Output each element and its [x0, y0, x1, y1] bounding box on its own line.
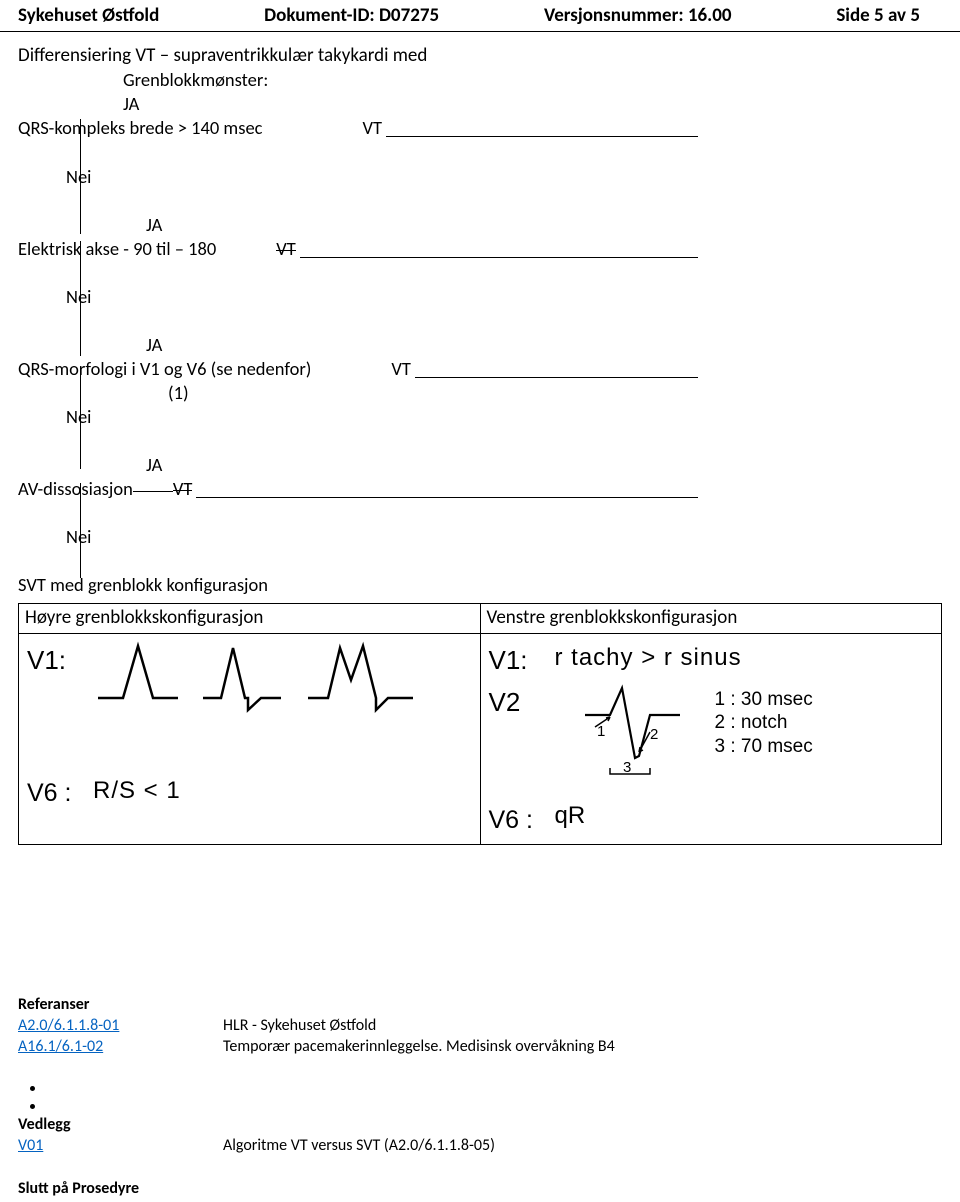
right-v2-label: V2 — [489, 680, 545, 720]
ref-desc-1: HLR - Sykehuset Østfold — [223, 1016, 942, 1037]
svg-text:3: 3 — [623, 759, 631, 776]
left-v6-label: V6 : — [27, 771, 83, 810]
ref-row-2: A16.1/6.1-02 Temporær pacemakerinnleggel… — [18, 1037, 942, 1058]
ja-label-4: JA — [18, 453, 942, 477]
nei-1: Nei — [18, 165, 942, 189]
ref-desc-2: Temporær pacemakerinnleggelse. Medisinsk… — [223, 1037, 942, 1058]
vedlegg-link[interactable]: V01 — [18, 1136, 223, 1157]
vt-line-2 — [300, 257, 698, 258]
vt-label-3: VT — [391, 357, 411, 381]
section-title-2: Grenblokkmønster: — [18, 68, 942, 92]
vt-label-2: VT — [276, 237, 296, 261]
step-1-text: QRS-kompleks brede > 140 msec — [18, 116, 262, 140]
config-table: Høyre grenblokkskonfigurasjon Venstre gr… — [18, 603, 942, 845]
right-v6-label: V6 : — [489, 798, 545, 837]
left-v1-waveforms — [93, 638, 433, 716]
left-v6-text: R/S < 1 — [93, 771, 181, 806]
svg-text:2: 2 — [650, 726, 658, 743]
left-ecg-cell: V1: — [19, 634, 480, 818]
header-org: Sykehuset Østfold — [18, 4, 159, 29]
bullet-1 — [46, 1079, 942, 1097]
header-version: Versjonsnummer: 16.00 — [544, 4, 732, 29]
step-3-text: QRS-morfologi i V1 og V6 (se nedenfor) — [18, 357, 311, 381]
end-procedure: Slutt på Prosedyre — [18, 1179, 942, 1200]
references-title: Referanser — [18, 995, 942, 1016]
step-4-text: AV-dissosiasjon — [18, 477, 133, 501]
v2-item-3: 3 : 70 msec — [715, 735, 813, 759]
v2-item-1: 1 : 30 msec — [715, 688, 813, 712]
header-docid: Dokument-ID: D07275 — [264, 4, 439, 29]
header-page: Side 5 av 5 — [836, 4, 920, 29]
right-config-header: Venstre grenblokkskonfigurasjon — [481, 604, 942, 633]
step-3-sub: (1) — [18, 381, 942, 405]
right-v2-waveform: 1 2 3 — [555, 680, 705, 780]
ref-row-1: A2.0/6.1.1.8-01 HLR - Sykehuset Østfold — [18, 1016, 942, 1037]
right-ecg-cell: V1: r tachy > r sinus V2 — [481, 634, 942, 844]
ja-label-3: JA — [18, 333, 942, 357]
vt-label-1: VT — [362, 116, 382, 140]
nei-2: Nei — [18, 285, 942, 309]
svg-text:1: 1 — [597, 723, 605, 740]
vt-line-3 — [415, 377, 698, 378]
step-2-row: Elektrisk akse - 90 til – 180 VT — [18, 237, 698, 261]
vt-line-4 — [196, 497, 698, 498]
right-v2-list: 1 : 30 msec 2 : notch 3 : 70 msec — [715, 680, 813, 759]
ref-link-2[interactable]: A16.1/6.1-02 — [18, 1037, 223, 1058]
vt-label-4: VT — [173, 477, 193, 501]
page-header: Sykehuset Østfold Dokument-ID: D07275 Ve… — [0, 0, 960, 32]
bullet-2 — [46, 1097, 942, 1115]
vedlegg-title: Vedlegg — [18, 1115, 942, 1136]
step-4-row: AV-dissosiasjon VT — [18, 477, 698, 501]
step-3-row: QRS-morfologi i V1 og V6 (se nedenfor) V… — [18, 357, 698, 381]
vedlegg-desc: Algoritme VT versus SVT (A2.0/6.1.1.8-05… — [223, 1136, 495, 1157]
ref-link-1[interactable]: A2.0/6.1.1.8-01 — [18, 1016, 223, 1037]
left-config-header: Høyre grenblokkskonfigurasjon — [19, 604, 480, 633]
right-v6-text: qR — [555, 798, 586, 831]
vedlegg-row: V01 Algoritme VT versus SVT (A2.0/6.1.1.… — [18, 1136, 942, 1157]
bullet-list — [18, 1079, 942, 1115]
step-2-text: Elektrisk akse - 90 til – 180 — [18, 237, 216, 261]
ja-label-1: JA — [18, 92, 942, 116]
step-1-row: QRS-kompleks brede > 140 msec VT — [18, 116, 698, 140]
nei-3: Nei — [18, 405, 942, 429]
right-v1-label: V1: — [489, 638, 545, 678]
nei-4: Nei — [18, 525, 942, 549]
vt-line-1 — [386, 136, 698, 137]
references-section: Referanser A2.0/6.1.1.8-01 HLR - Sykehus… — [18, 995, 942, 1057]
left-v1-label: V1: — [27, 638, 83, 678]
v2-item-2: 2 : notch — [715, 711, 813, 735]
svt-result: SVT med grenblokk konfigurasjon — [18, 573, 942, 597]
section-title-1: Differensiering VT – supraventrikkulær t… — [18, 44, 942, 69]
ja-label-2: JA — [18, 213, 942, 237]
right-v1-text: r tachy > r sinus — [555, 642, 742, 673]
document-body: Differensiering VT – supraventrikkulær t… — [0, 32, 960, 1200]
